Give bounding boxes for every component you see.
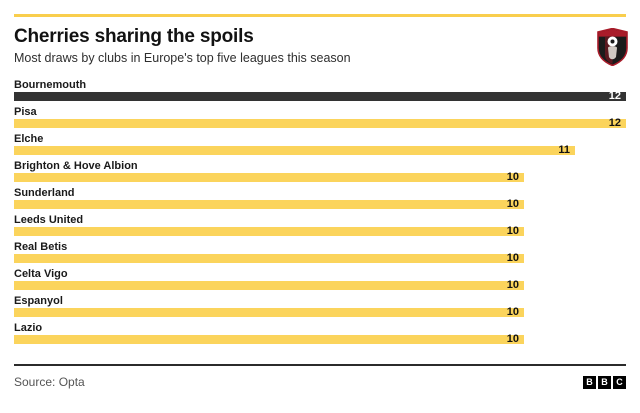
bar-label: Elche [14,133,44,145]
bar-track: 10 [14,198,626,210]
bar-value-label: 10 [506,198,519,210]
bar-track: 10 [14,252,626,264]
bar-chart: Bournemouth 12 Pisa 12 Elche 11 [14,79,626,345]
bar: 11 [14,144,575,156]
bar: 10 [14,171,524,183]
bar-track: 10 [14,225,626,237]
bar-row: Real Betis 10 [14,241,626,264]
bar-label: Sunderland [14,187,75,199]
header: Cherries sharing the spoils Most draws b… [14,26,628,67]
bar: 10 [14,306,524,318]
bar-row: Bournemouth 12 [14,79,626,102]
bar-track: 10 [14,306,626,318]
bar-label: Pisa [14,106,37,118]
bbc-logo: B B C [583,375,626,389]
bar-value-label: 12 [608,117,621,129]
bar-row: Celta Vigo 10 [14,268,626,291]
bar-label: Lazio [14,322,43,334]
bar-value-label: 10 [506,171,519,183]
bar-row: Leeds United 10 [14,214,626,237]
bar: 10 [14,279,524,291]
bar-row: Espanyol 10 [14,295,626,318]
bar-value-label: 11 [558,144,570,156]
bar-value-label: 12 [608,90,621,102]
bar-label: Bournemouth [14,79,87,91]
bar-row: Brighton & Hove Albion 10 [14,160,626,183]
bar: 12 [14,90,626,102]
bar-track: 11 [14,144,626,156]
bar: 12 [14,117,626,129]
bar-label: Brighton & Hove Albion [14,160,138,172]
bbc-logo-block: B [598,375,611,389]
bar-value-label: 10 [506,306,519,318]
bar-label: Real Betis [14,241,68,253]
bbc-logo-block: B [583,375,596,389]
bar-row: Pisa 12 [14,106,626,129]
bar-track: 10 [14,171,626,183]
bar-track: 10 [14,333,626,345]
bar-track: 10 [14,279,626,291]
page-subtitle: Most draws by clubs in Europe's top five… [14,51,351,65]
bar-label: Leeds United [14,214,84,226]
bar-label: Celta Vigo [14,268,68,280]
bar: 10 [14,225,524,237]
chart-card: Cherries sharing the spoils Most draws b… [14,14,628,389]
bar-value-label: 10 [506,279,519,291]
bar: 10 [14,198,524,210]
bar-row: Lazio 10 [14,322,626,345]
bar-track: 12 [14,90,626,102]
afc-bournemouth-crest-icon [597,27,628,67]
accent-rule [14,14,626,17]
bar: 10 [14,333,524,345]
page-title: Cherries sharing the spoils [14,26,254,47]
bar-value-label: 10 [506,252,519,264]
source-credit: Source: Opta [14,375,85,389]
bbc-logo-block: C [613,375,626,389]
bar-value-label: 10 [506,225,519,237]
footer: Source: Opta B B C [14,364,626,389]
bar: 10 [14,252,524,264]
bar-label: Espanyol [14,295,63,307]
bar-value-label: 10 [506,333,519,345]
bar-track: 12 [14,117,626,129]
bar-row: Elche 11 [14,133,626,156]
bar-row: Sunderland 10 [14,187,626,210]
